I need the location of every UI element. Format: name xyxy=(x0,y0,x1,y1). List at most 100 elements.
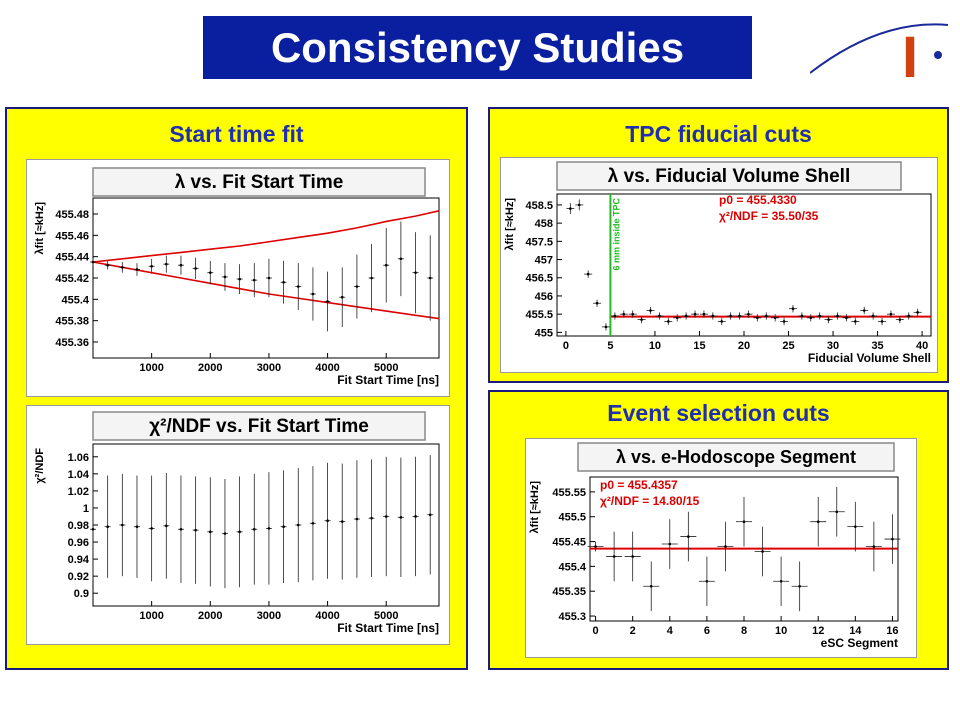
data-point xyxy=(684,314,688,318)
x-axis-label: eSC Segment xyxy=(821,636,898,650)
y-tick-label: 0.92 xyxy=(68,571,89,583)
chart-title-box xyxy=(92,167,426,197)
data-point xyxy=(106,263,109,267)
data-point xyxy=(252,527,256,531)
x-tick-label: 5 xyxy=(607,340,613,352)
y-tick-label: 455 xyxy=(535,327,553,339)
chi2-label: χ²/NDF = 14.80/15 xyxy=(600,494,700,508)
logo-letter: I xyxy=(902,25,918,85)
y-tick-label: 457 xyxy=(535,255,553,267)
x-tick-label: 16 xyxy=(886,625,898,637)
data-point xyxy=(764,314,768,318)
data-point xyxy=(742,520,746,523)
marker-label: 6 mm inside TPC xyxy=(611,198,621,271)
data-point xyxy=(106,525,109,529)
data-point xyxy=(798,584,801,588)
panel-start-time: Start time fit λ vs. Fit Start Time 1000 2… xyxy=(5,107,468,670)
panel-tpc: TPC fiducial cuts λ vs. Fiducial Volume … xyxy=(488,107,949,383)
data-point xyxy=(238,277,241,281)
data-point xyxy=(340,295,344,299)
x-axis-label: Fit Start Time [ns] xyxy=(337,621,439,635)
x-tick-label: 2000 xyxy=(198,362,222,374)
data-point xyxy=(370,516,373,520)
data-point xyxy=(631,312,634,316)
data-point xyxy=(399,257,403,261)
data-point xyxy=(194,267,197,270)
data-point xyxy=(282,525,285,529)
data-point xyxy=(720,320,724,323)
x-tick-label: 2000 xyxy=(198,610,222,622)
data-point xyxy=(640,318,643,321)
data-point xyxy=(604,325,608,329)
data-point xyxy=(384,263,388,267)
data-point xyxy=(91,260,95,264)
data-point xyxy=(729,314,732,318)
x-axis-label: Fit Start Time [ns] xyxy=(337,373,439,387)
envelope-upper xyxy=(92,210,440,263)
data-point xyxy=(311,292,315,296)
chart-title-box xyxy=(577,442,895,472)
data-point xyxy=(135,525,139,529)
plot-area xyxy=(92,443,440,607)
data-point xyxy=(871,314,875,318)
y-tick-label: 455.38 xyxy=(55,316,89,328)
data-point xyxy=(577,203,581,207)
data-point xyxy=(150,527,153,530)
x-tick-label: 4000 xyxy=(315,610,339,622)
data-point xyxy=(779,579,783,583)
x-tick-label: 8 xyxy=(741,625,747,637)
data-point xyxy=(223,532,227,535)
y-tick-label: 455.3 xyxy=(558,611,586,623)
data-point xyxy=(756,316,759,320)
chart-title-box xyxy=(92,411,426,441)
data-point xyxy=(675,316,679,320)
data-point xyxy=(687,535,690,538)
y-tick-label: 0.96 xyxy=(68,537,89,549)
data-point xyxy=(854,320,857,323)
data-point xyxy=(340,520,344,523)
x-tick-label: 40 xyxy=(916,340,928,352)
data-point xyxy=(613,314,617,318)
data-point xyxy=(773,316,777,320)
chi2-label: χ²/NDF = 35.50/35 xyxy=(719,209,819,223)
x-tick-label: 15 xyxy=(693,340,705,352)
y-tick-label: 458 xyxy=(535,218,553,230)
data-point xyxy=(121,266,124,269)
data-point xyxy=(428,276,432,280)
y-tick-label: 455.5 xyxy=(558,512,586,524)
data-point xyxy=(872,545,876,548)
data-point xyxy=(705,579,709,583)
x-tick-label: 0 xyxy=(593,625,599,637)
data-point xyxy=(622,312,626,316)
data-point xyxy=(165,262,168,266)
y-tick-label: 1.02 xyxy=(68,486,89,498)
plot-frame-lambda-start: λ vs. Fit Start Time 1000 2000 3000 4000 5000… xyxy=(26,159,450,397)
data-point xyxy=(91,527,95,531)
data-point xyxy=(667,320,670,323)
data-point xyxy=(916,311,919,314)
data-point xyxy=(907,314,911,318)
data-point xyxy=(311,521,315,525)
y-tick-label: 455.42 xyxy=(55,273,89,285)
y-tick-label: 456 xyxy=(535,291,553,303)
y-tick-label: 455.48 xyxy=(55,209,89,221)
data-point xyxy=(223,275,227,279)
x-tick-label: 25 xyxy=(782,340,794,352)
data-point xyxy=(880,320,884,323)
data-point xyxy=(296,523,300,527)
y-axis-label: χ²/NDF xyxy=(34,448,46,484)
y-tick-label: 455.55 xyxy=(552,487,586,499)
data-point xyxy=(800,314,804,318)
data-point xyxy=(738,314,741,318)
data-point xyxy=(693,312,697,316)
fit-param-label: p0 = 455.4357 xyxy=(600,478,678,492)
data-point xyxy=(208,530,212,534)
data-point xyxy=(252,278,256,282)
data-point xyxy=(355,285,359,288)
x-tick-label: 3000 xyxy=(257,610,281,622)
data-point xyxy=(586,272,590,276)
data-point xyxy=(836,314,839,318)
data-point xyxy=(898,318,902,321)
data-point xyxy=(355,517,359,521)
data-point xyxy=(835,510,839,514)
